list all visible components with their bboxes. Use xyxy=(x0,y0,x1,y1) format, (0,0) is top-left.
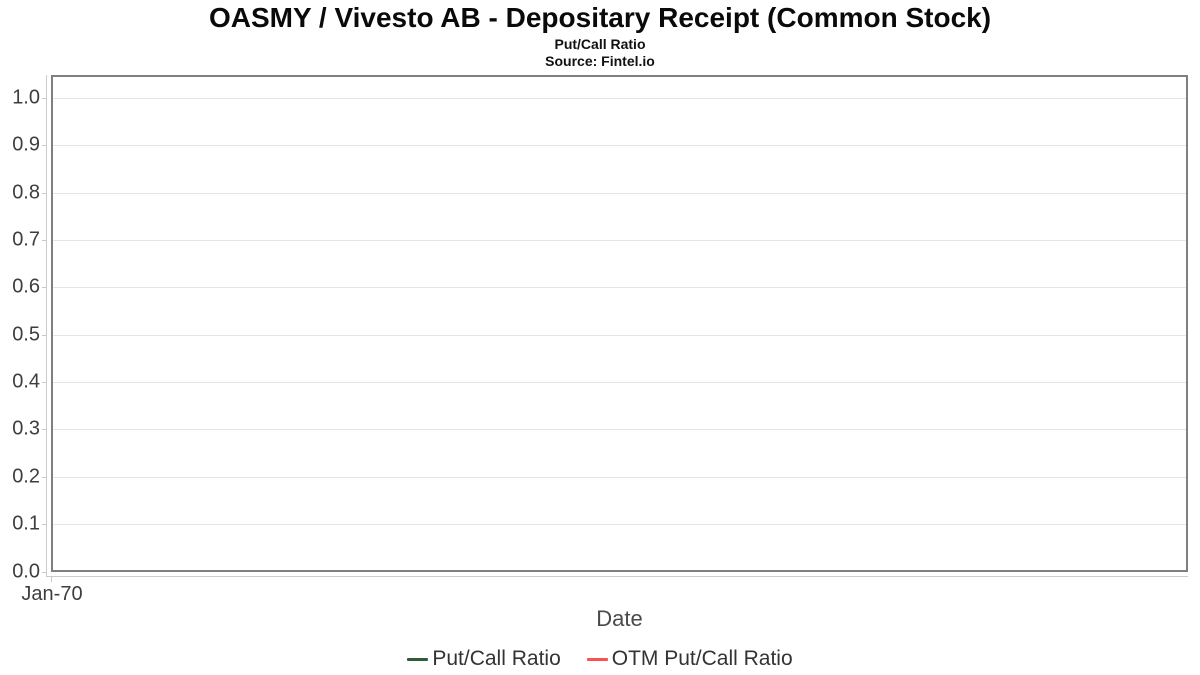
y-tick-label: 0.8 xyxy=(12,181,40,204)
x-tick-label: Jan-70 xyxy=(21,583,83,605)
y-gridline xyxy=(53,334,1186,336)
y-axis-tick xyxy=(42,571,47,573)
x-axis-line xyxy=(46,576,1188,577)
legend-item-otm-put-call-ratio[interactable]: OTM Put/Call Ratio xyxy=(586,647,793,671)
y-gridline xyxy=(53,382,1186,384)
y-tick-label: 0.9 xyxy=(12,133,40,156)
legend-label: Put/Call Ratio xyxy=(432,647,561,670)
chart-subtitle: Put/Call Ratio xyxy=(554,36,646,52)
y-tick-label: 0.6 xyxy=(12,275,40,298)
y-gridline xyxy=(53,287,1186,289)
y-tick-label: 0.2 xyxy=(12,465,40,488)
chart-legend: Put/Call Ratio OTM Put/Call Ratio xyxy=(0,646,1200,672)
chart-header: OASMY / Vivesto AB - Depositary Receipt … xyxy=(0,0,1200,70)
chart-title: OASMY / Vivesto AB - Depositary Receipt … xyxy=(208,2,992,33)
y-gridline xyxy=(53,192,1186,194)
chart-source: Source: Fintel.io xyxy=(545,53,655,69)
y-gridline xyxy=(53,476,1186,478)
legend-label: OTM Put/Call Ratio xyxy=(611,647,793,670)
y-axis-tick xyxy=(42,240,47,242)
y-axis-tick xyxy=(42,476,47,478)
plot-area xyxy=(51,75,1188,572)
y-axis-tick xyxy=(42,382,47,384)
y-tick-label: 1.0 xyxy=(12,86,40,109)
y-axis-line xyxy=(46,75,47,577)
y-gridline xyxy=(53,98,1186,99)
x-axis-tick xyxy=(51,577,52,582)
y-tick-label: 0.3 xyxy=(12,417,40,440)
x-axis-title: Date xyxy=(596,606,643,631)
y-gridline xyxy=(53,240,1186,242)
legend-line-swatch xyxy=(586,657,608,661)
y-axis-tick xyxy=(42,145,47,147)
y-tick-label: 0.0 xyxy=(12,560,40,582)
y-axis-tick xyxy=(42,524,47,526)
y-tick-label: 0.5 xyxy=(12,323,40,346)
legend-item-put-call-ratio[interactable]: Put/Call Ratio xyxy=(407,647,561,671)
y-tick-label: 0.7 xyxy=(12,228,40,251)
y-axis-tick xyxy=(42,429,47,431)
y-axis-tick xyxy=(42,334,47,336)
y-gridline xyxy=(53,524,1186,526)
y-axis-tick xyxy=(42,287,47,289)
y-axis-tick xyxy=(42,98,47,99)
y-axis-tick xyxy=(42,192,47,194)
y-tick-label: 0.4 xyxy=(12,370,40,393)
y-gridline xyxy=(53,145,1186,147)
y-tick-label: 0.1 xyxy=(12,512,40,535)
y-gridline xyxy=(53,429,1186,431)
legend-line-swatch xyxy=(407,657,429,661)
